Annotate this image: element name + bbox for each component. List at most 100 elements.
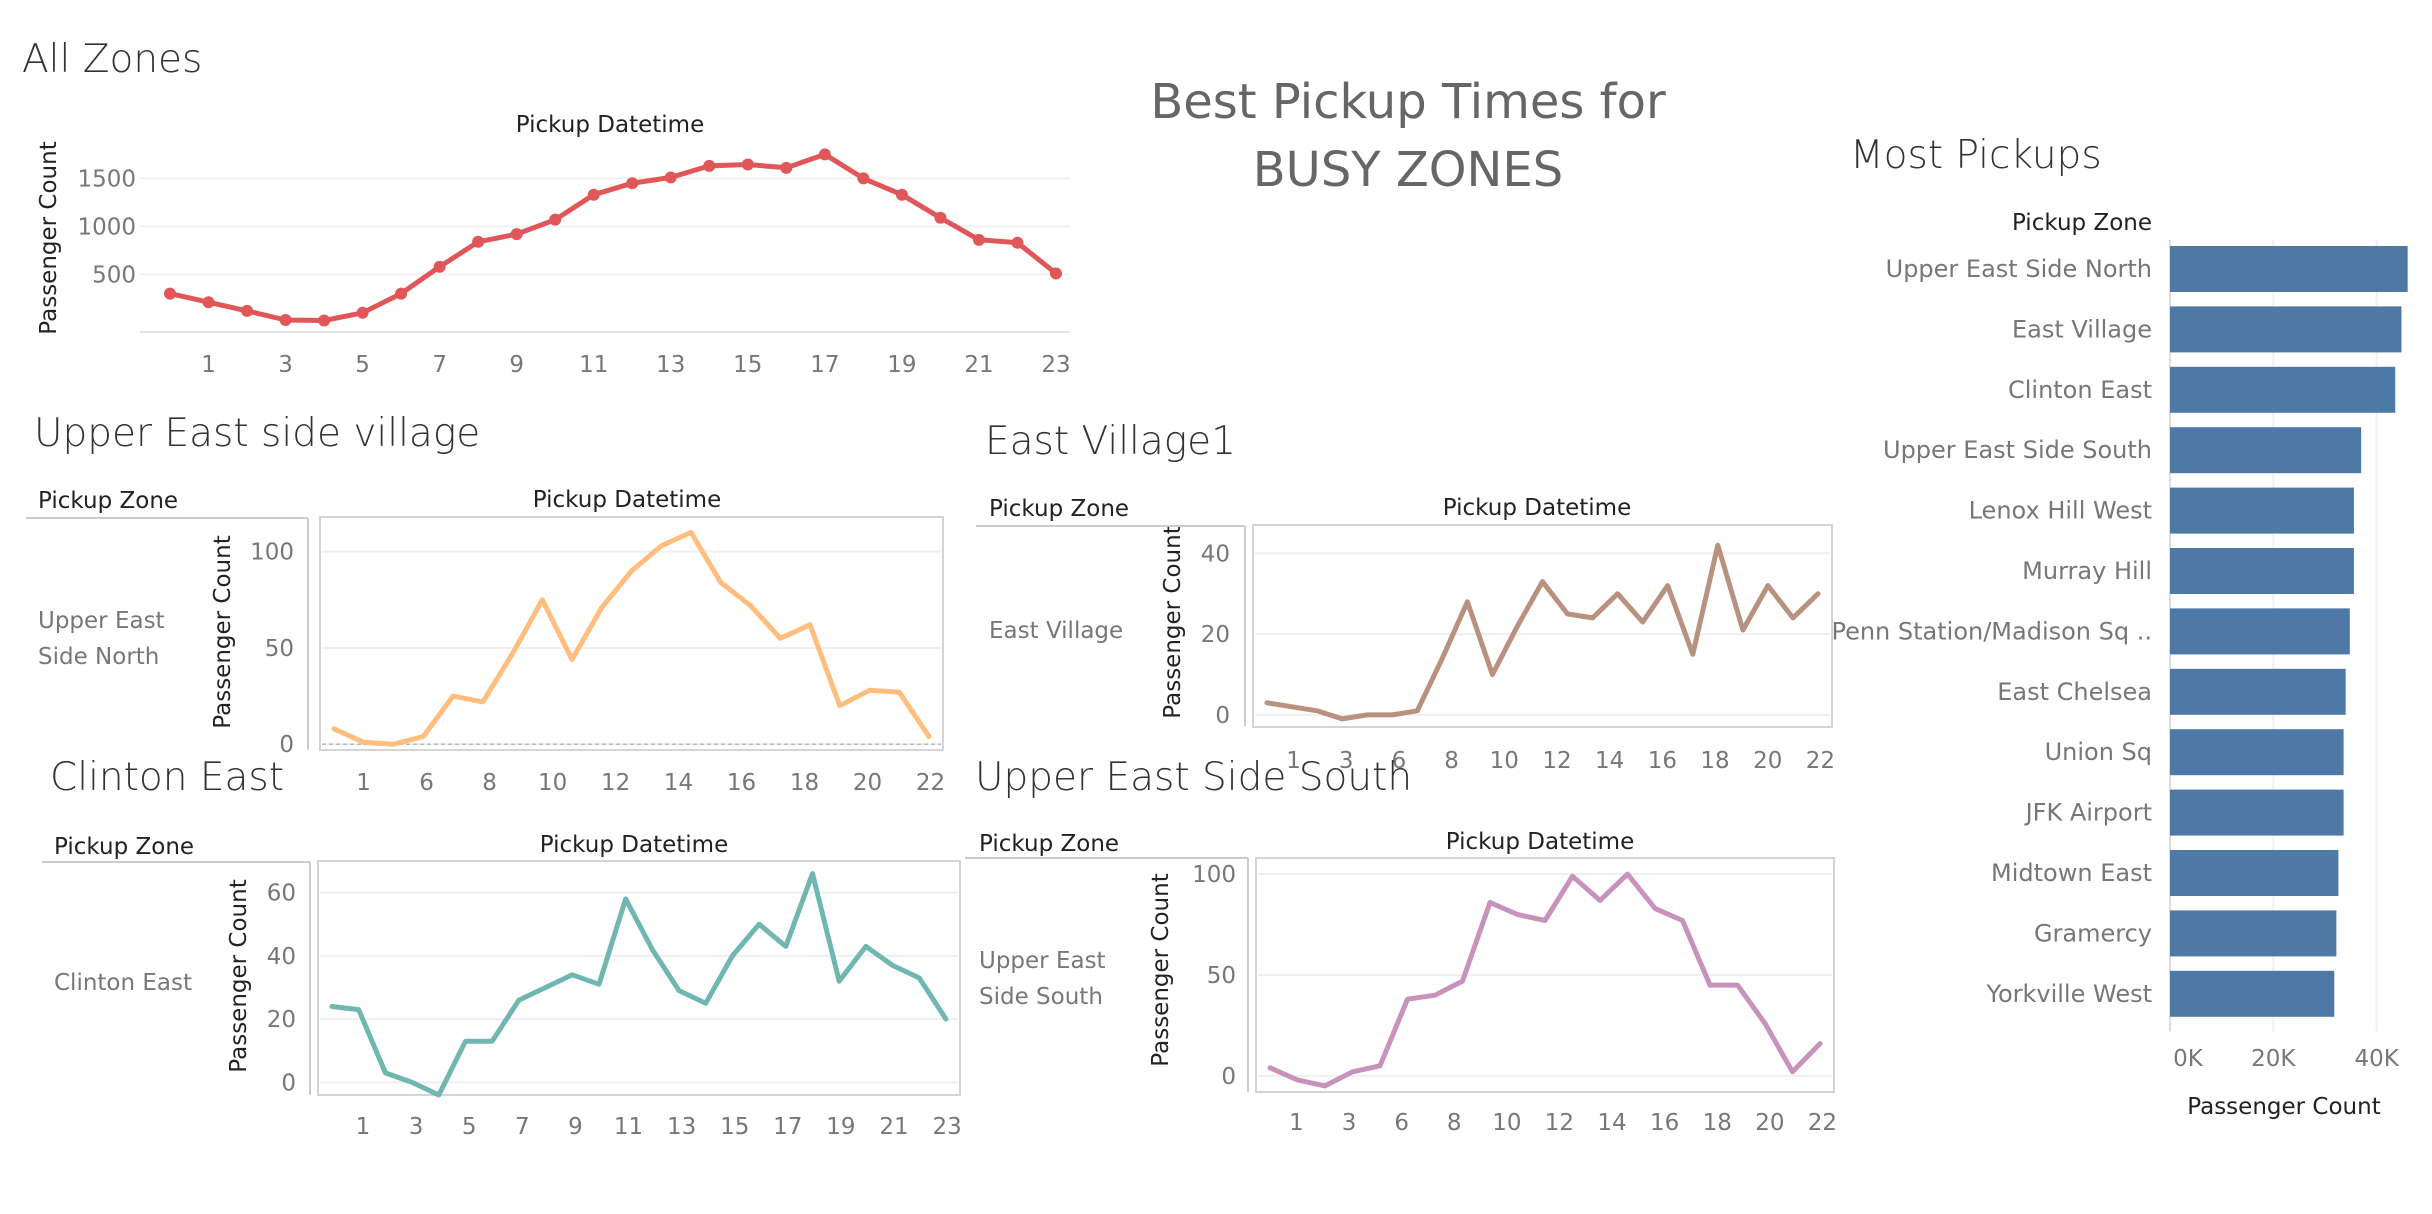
ev-x-tick-label: 10 [1490,748,1519,774]
ues-x-tick-label: 20 [1755,1110,1784,1136]
all-x-tick-label: 1 [201,352,216,378]
ev-x-tick-label: 14 [1595,748,1624,774]
all-data-point[interactable] [664,171,677,184]
all-data-point[interactable] [703,159,716,172]
most-bar[interactable] [2170,487,2354,534]
most-pickups-category-header: Pickup Zone [2012,210,2152,236]
ce-series-line [329,871,949,1098]
all-data-point[interactable] [934,211,947,224]
all-data-point[interactable] [857,172,870,185]
all-data-point[interactable] [472,235,485,248]
all-data-point[interactable] [279,314,292,326]
east-village-title: East Village1 [985,419,1236,464]
most-bar[interactable] [2170,970,2335,1017]
ce-x-tick-label: 21 [879,1114,908,1140]
all-y-tick-label: 1500 [77,166,136,192]
ce-x-tick-label: 7 [515,1114,530,1140]
uen-plot-frame [319,516,944,751]
ev-x-tick-label: 8 [1444,748,1459,774]
east-village-plot: 0 20 40 1 3 6 8 10 12 14 16 18 20 22 [1201,524,1835,774]
east-village-y-label: Passenger Count [1160,525,1186,718]
ues-series-line [1267,871,1823,1089]
all-data-point[interactable] [972,233,985,246]
dashboard-title-line2: BUSY ZONES [1253,142,1563,198]
ce-x-tick-label: 11 [614,1114,643,1140]
all-data-point[interactable] [549,213,562,226]
uen-series-line [331,529,932,747]
all-x-tick-label: 9 [509,352,524,378]
ev-x-tick-label: 1 [1286,748,1301,774]
all-data-point[interactable] [356,306,369,319]
most-bar[interactable] [2170,789,2344,836]
most-pickups-plot: Upper East Side North East Village Clinton… [1831,240,2408,1072]
most-bar[interactable] [2170,427,2362,474]
ues-x-tick-label: 18 [1703,1110,1732,1136]
all-data-point[interactable] [895,188,908,201]
most-bar[interactable] [2170,306,2402,353]
uen-y-tick-label: 0 [279,732,294,758]
clinton-east-y-label: Passenger Count [226,879,252,1072]
uen-y-tick-label: 100 [250,540,294,566]
most-category-label: Clinton East [2008,376,2152,404]
upper-east-north-y-label: Passenger Count [210,535,236,728]
ce-x-tick-label: 17 [773,1114,802,1140]
most-bar[interactable] [2170,729,2344,776]
most-bar[interactable] [2170,850,2339,896]
ce-y-tick-label: 20 [267,1007,296,1033]
most-bar[interactable] [2170,246,2408,292]
ev-x-tick-label: 12 [1542,748,1571,774]
most-category-label: Union Sq [2045,738,2152,766]
ues-x-tick-label: 6 [1394,1110,1409,1136]
all-data-point[interactable] [510,228,523,241]
ce-x-tick-label: 19 [826,1114,855,1140]
most-bar[interactable] [2170,366,2396,413]
ues-y-tick-label: 0 [1221,1064,1236,1090]
most-category-label: East Village [2012,315,2152,343]
uen-x-tick-label: 12 [601,770,630,796]
most-category-label: JFK Airport [2024,799,2152,827]
ues-plot-frame [1255,857,1835,1093]
uen-x-tick-label: 8 [482,770,497,796]
all-data-point[interactable] [1011,236,1024,249]
all-x-tick-label: 19 [887,352,916,378]
upper-east-north-x-header: Pickup Datetime [533,487,721,513]
all-x-tick-label: 17 [810,352,839,378]
all-data-point[interactable] [318,314,331,327]
most-bar[interactable] [2170,668,2346,715]
most-category-label: Gramercy [2034,919,2152,947]
upper-east-south-zone-header: Pickup Zone [979,831,1119,857]
all-x-tick-label: 15 [733,352,762,378]
clinton-east-x-header: Pickup Datetime [540,832,728,858]
all-data-point[interactable] [164,287,176,300]
most-category-label: Upper East Side North [1886,255,2152,283]
all-data-point[interactable] [587,188,600,201]
ce-x-tick-label: 15 [720,1114,749,1140]
all-data-point[interactable] [626,177,639,190]
ev-y-tick-label: 0 [1215,703,1230,729]
all-data-point[interactable] [1050,267,1062,280]
all-data-point[interactable] [818,148,831,161]
most-bar[interactable] [2170,608,2350,655]
all-zones-title: All Zones [22,37,202,82]
upper-east-south-sheet: Upper East Side South Pickup Zone Pickup… [965,755,1837,1136]
most-bar[interactable] [2170,910,2337,957]
all-data-point[interactable] [433,260,446,273]
clinton-east-zone-header: Pickup Zone [54,834,194,860]
east-village-zone-header: Pickup Zone [989,496,1129,522]
all-data-point[interactable] [780,161,793,174]
upper-east-south-zone-label-1: Upper East [979,948,1106,974]
uen-x-tick-label: 14 [664,770,693,796]
all-data-point[interactable] [741,158,754,171]
east-village-x-header: Pickup Datetime [1443,495,1631,521]
ce-x-tick-label: 5 [462,1114,477,1140]
all-data-point[interactable] [241,304,254,317]
uen-x-tick-label: 22 [916,770,945,796]
ce-x-tick-label: 1 [356,1114,371,1140]
all-data-point[interactable] [202,296,215,309]
ues-x-tick-label: 8 [1447,1110,1462,1136]
ev-x-tick-label: 6 [1392,748,1407,774]
all-data-point[interactable] [395,287,408,300]
most-bar[interactable] [2170,548,2354,594]
ues-y-tick-label: 100 [1192,862,1236,888]
